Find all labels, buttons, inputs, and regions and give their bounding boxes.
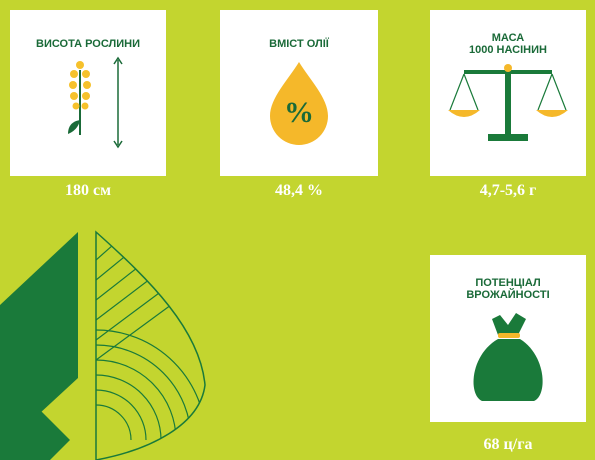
infographic: ВИСОТА РОСЛИНИ 180 см ВМІСТ ОЛІЇ % 48,4 … (0, 0, 595, 460)
card-value: 68 ц/га (430, 436, 586, 454)
card: ВИСОТА РОСЛИНИ (10, 10, 166, 176)
drop-icon: % (220, 10, 378, 176)
icon-text: % (284, 96, 314, 129)
scale-icon (430, 10, 586, 176)
card-value: 48,4 % (221, 182, 377, 200)
card-value: 4,7-5,6 г (430, 182, 586, 200)
plant-icon (10, 10, 166, 176)
card-value: 180 см (10, 182, 166, 200)
leaf-decor (0, 220, 230, 460)
bag-icon (430, 255, 586, 422)
card: ВМІСТ ОЛІЇ % (220, 10, 378, 176)
